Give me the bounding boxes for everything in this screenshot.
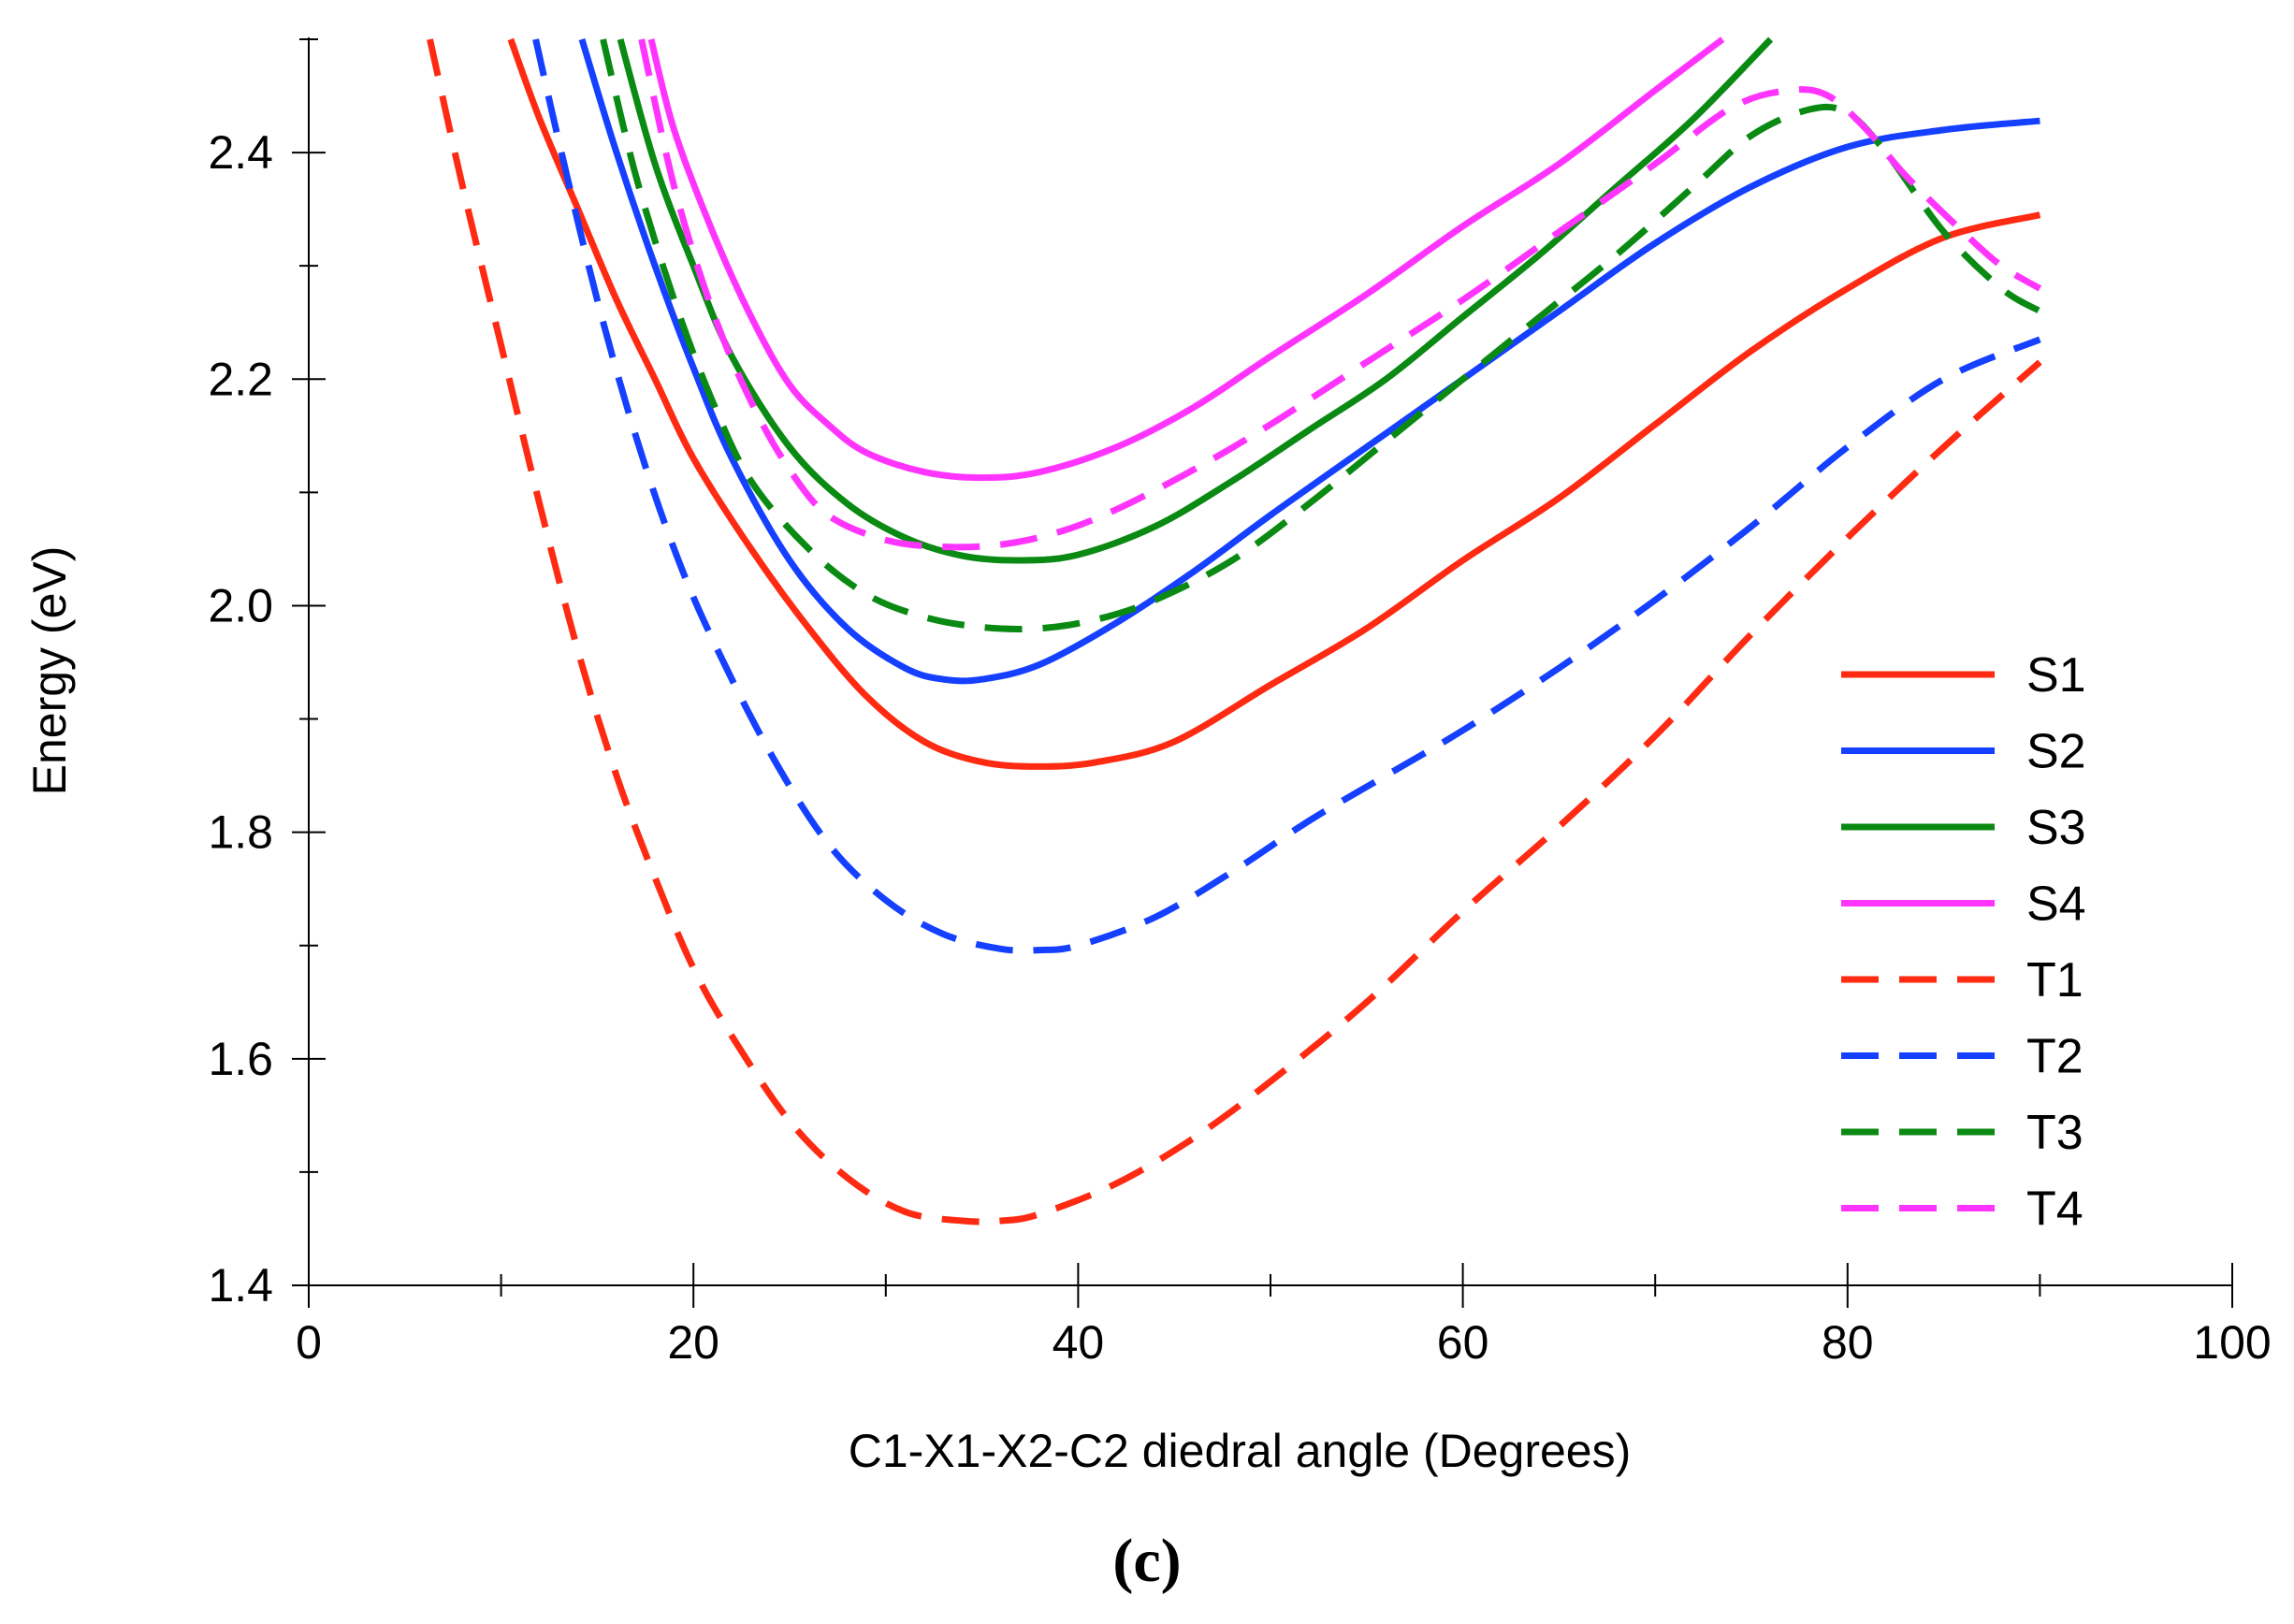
y-tick-label: 1.8	[208, 806, 273, 859]
x-tick-label: 0	[296, 1316, 322, 1369]
x-tick-label: 100	[2193, 1316, 2271, 1369]
series-line-s4	[647, 36, 1725, 482]
panel-label: (c)	[1112, 1527, 1181, 1595]
y-tick-label: 1.4	[208, 1259, 273, 1312]
legend-label-t3: T3	[2026, 1106, 2083, 1160]
axes: 0 20 40 60 80 100 1.4 1.6 1.8 2.0 2.2 2.4	[208, 37, 2272, 1369]
y-axis-label: Energy (eV)	[23, 546, 76, 796]
y-tick-label: 1.6	[208, 1033, 273, 1085]
series-line-t4	[638, 38, 2042, 551]
series-line-s2	[578, 37, 2040, 685]
series-line-t3	[600, 38, 2042, 632]
legend-label-t1: T1	[2026, 953, 2083, 1008]
legend-label-s4: S4	[2026, 877, 2086, 932]
legend-label-t2: T2	[2026, 1030, 2083, 1084]
legend-label-s3: S3	[2026, 801, 2086, 855]
legend-label-t4: T4	[2026, 1182, 2083, 1237]
legend-label-s1: S1	[2026, 648, 2086, 703]
x-tick-label: 20	[667, 1316, 719, 1369]
x-axis-label: C1-X1-X2-C2 diedral angle (Degrees)	[849, 1425, 1632, 1477]
y-tick-label: 2.4	[208, 126, 273, 179]
legend: S1 S2 S3 S4 T1 T2 T3 T4	[1841, 648, 2086, 1237]
series-line-t1	[427, 38, 2042, 1225]
x-tick-label: 40	[1053, 1316, 1105, 1369]
series-line-t2	[532, 38, 2041, 954]
series-line-s1	[507, 37, 2041, 770]
y-tick-label: 2.2	[208, 353, 273, 405]
x-tick-label: 60	[1437, 1316, 1489, 1369]
y-tick-label: 2.0	[208, 579, 273, 631]
x-tick-label: 80	[1822, 1316, 1874, 1369]
legend-label-s2: S2	[2026, 725, 2086, 779]
series-line-s3	[617, 36, 1774, 564]
series-layer	[427, 36, 2042, 1225]
